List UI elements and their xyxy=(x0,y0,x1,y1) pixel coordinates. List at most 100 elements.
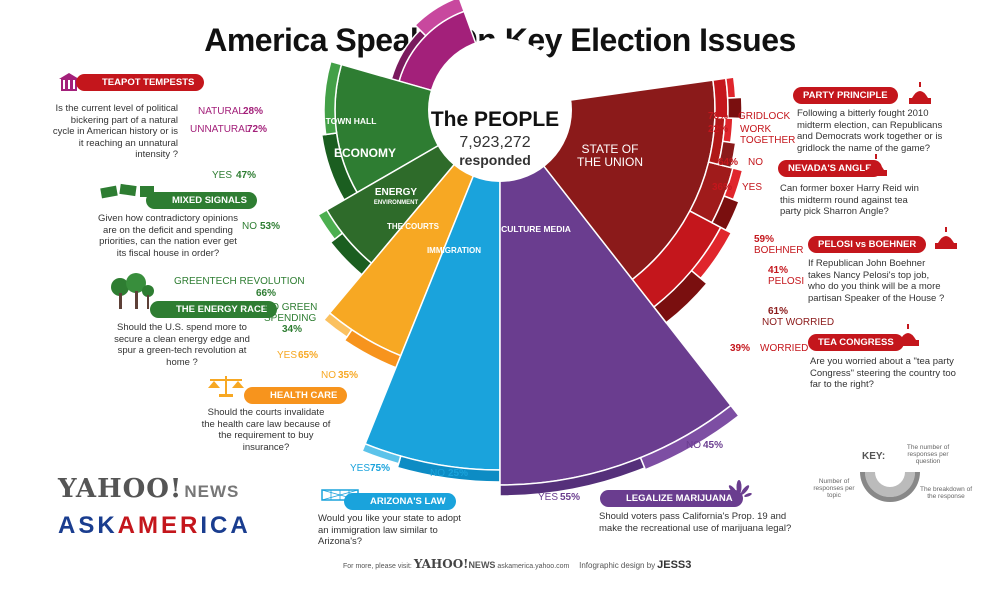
footer-designer: JESS3 xyxy=(657,559,692,571)
answer-mixed-no-value: 53% xyxy=(260,221,281,232)
question-teapot: Is the current level of political bicker… xyxy=(52,103,178,160)
center-count: 7,923,272 xyxy=(459,134,531,151)
sector-teapot-natural xyxy=(414,0,466,37)
askamerica-ask: ASK xyxy=(58,512,118,539)
sector-health-no xyxy=(322,311,353,339)
sector-arizona-no xyxy=(361,442,402,465)
askamerica-logo: ASKAMERICA xyxy=(58,512,251,540)
sector-no-green xyxy=(317,208,344,241)
question-energy: Should the U.S. spend more to secure a c… xyxy=(114,322,250,368)
tag-health-care: HEALTH CARE xyxy=(244,387,348,404)
question-party: Following a bitterly fought 2010 midterm… xyxy=(797,108,943,154)
center-title: The PEOPLE xyxy=(430,108,560,131)
footer-design: Infographic design by xyxy=(579,561,656,570)
answer-unnatural-label: UNNATURAL xyxy=(190,124,251,135)
sector-boehner xyxy=(710,195,740,232)
key-diagram xyxy=(860,472,920,502)
center-disk xyxy=(428,38,572,182)
answer-nogreen-value: 34% xyxy=(282,324,303,335)
sector-health-yes xyxy=(343,328,402,369)
footer: For more, please visit: YAHOO!NEWS askam… xyxy=(343,557,691,571)
sector-gridlock xyxy=(726,96,743,120)
segment-label-town-hall: TOWN HALL xyxy=(325,116,377,126)
answer-nevada-no-label: NO xyxy=(748,157,763,168)
yahoo-news-logo: YAHOO! NEWS xyxy=(58,474,239,504)
answer-arizona-yes-value: 75% xyxy=(370,463,391,474)
segment-label-state-union-1: STATE OF xyxy=(581,142,639,156)
tag-pelosi-vs-boehner: PELOSI vs BOEHNER xyxy=(808,236,927,253)
answer-arizona-no-value: 25% xyxy=(448,468,469,479)
tag-legalize-marijuana: LEGALIZE MARIJUANA xyxy=(600,490,743,507)
yahoo-logo-text: YAHOO! xyxy=(58,474,183,504)
answer-marijuana-no-value: 45% xyxy=(703,440,724,451)
footer-url[interactable]: askamerica.yahoo.com xyxy=(497,563,570,570)
answer-nevada-no-value: 64% xyxy=(718,157,739,168)
sector-mixed-yes xyxy=(323,60,343,136)
question-health: Should the courts invalidate the health … xyxy=(201,407,331,453)
answer-mixed-yes-value: 47% xyxy=(236,170,257,181)
answer-unnatural-value: 72% xyxy=(247,124,268,135)
answer-not-worried-label: NOT WORRIED xyxy=(762,317,835,328)
question-tea: Are you worried about a "tea party Congr… xyxy=(810,356,956,390)
answer-marijuana-yes-value: 55% xyxy=(560,492,581,503)
segment-label-environment: ENVIRONMENT xyxy=(373,200,419,206)
segment-label-state-union-2: THE UNION xyxy=(577,155,643,169)
capitol-dome-icon xyxy=(865,154,887,176)
capitol-dome-icon xyxy=(909,82,931,104)
sector-nevada-no xyxy=(717,140,737,169)
answer-marijuana-no-label: NO xyxy=(686,440,701,451)
answer-greentech-label: GREENTECH REVOLUTION xyxy=(174,276,305,287)
key-responses-per-topic: Number of responses per topic xyxy=(813,478,855,499)
answer-boehner-label: BOEHNER xyxy=(754,245,804,256)
answer-nogreen-label-1: NO GREEN xyxy=(264,302,318,313)
answer-not-worried-value: 61% xyxy=(768,306,789,317)
news-logo-text: NEWS xyxy=(184,482,240,501)
money-icon xyxy=(100,183,154,199)
answer-nevada-yes-value: 36% xyxy=(712,182,733,193)
segment-label-culture-media: CULTURE MEDIA xyxy=(501,224,571,234)
answer-boehner-value: 59% xyxy=(754,234,775,245)
answer-natural-label: NATURAL xyxy=(198,106,244,117)
footer-news: NEWS xyxy=(468,560,496,570)
answer-health-yes-value: 65% xyxy=(298,350,319,361)
answer-work-together-label-1: WORK xyxy=(740,124,772,135)
sector-greentech xyxy=(329,232,373,276)
answer-mixed-yes-label: YES xyxy=(212,170,233,181)
sector-marijuana-yes xyxy=(499,456,646,497)
segment-label-energy: ENERGY xyxy=(374,187,418,198)
key-title: KEY: xyxy=(862,451,886,462)
trees-icon xyxy=(111,273,154,309)
tag-arizona-law: ARIZONA'S LAW xyxy=(344,493,456,510)
answer-marijuana-yes-label: YES xyxy=(538,492,559,503)
footer-more: For more, please visit: xyxy=(343,563,412,570)
center-summary: The PEOPLE 7,923,272 responded xyxy=(430,108,560,168)
capitol-dome-icon xyxy=(897,324,919,346)
tag-nevadas-angle: NEVADA'S ANGLE xyxy=(778,160,882,177)
sector-marijuana-no xyxy=(639,404,740,471)
answer-gridlock-label: GRIDLOCK xyxy=(738,111,791,122)
question-arizona: Would you like your state to adopt an im… xyxy=(318,513,461,547)
answer-worried-label: WORRIED xyxy=(760,343,809,354)
sector-arizona-yes xyxy=(396,455,501,483)
answer-natural-value: 28% xyxy=(243,106,264,117)
sector-not-worried xyxy=(652,269,708,324)
segment-label-courts: THE COURTS xyxy=(387,222,439,231)
tag-teapot-tempests: TEAPOT TEMPESTS xyxy=(76,74,205,91)
answer-health-no-value: 35% xyxy=(338,370,359,381)
answer-mixed-no-label: NO xyxy=(242,221,257,232)
key-responses-per-question: The number of responses per question xyxy=(906,444,950,465)
askamerica-amer: AMER xyxy=(117,512,201,539)
capitol-icon xyxy=(59,73,79,91)
question-nevada: Can former boxer Harry Reid win this mid… xyxy=(780,183,919,217)
question-mixed: Given how contradictory opinions are on … xyxy=(98,213,238,259)
scales-of-justice-icon xyxy=(208,376,244,397)
tag-tea-congress: TEA CONGRESS xyxy=(808,334,904,351)
answer-pelosi-value: 41% xyxy=(768,265,789,276)
segment-label-economy: ECONOMY xyxy=(333,146,396,160)
answer-health-yes-label: YES xyxy=(277,350,298,361)
answer-nevada-yes-label: YES xyxy=(742,182,763,193)
answer-arizona-no-label: NO xyxy=(430,468,445,479)
question-pelosi: If Republican John Boehner takes Nancy P… xyxy=(808,258,945,304)
answer-pelosi-label: PELOSI xyxy=(768,276,805,287)
